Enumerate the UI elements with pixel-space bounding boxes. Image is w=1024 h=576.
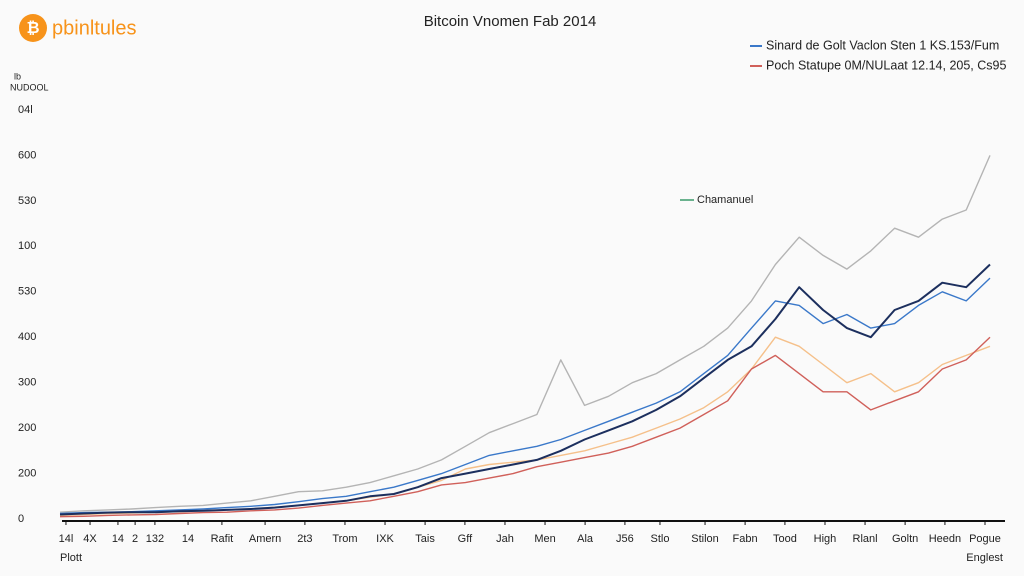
- x-tick-label: Pogue: [969, 533, 1001, 545]
- y-tick-label: 530: [18, 195, 36, 207]
- x-tick-label: Rafit: [211, 533, 234, 545]
- y-tick-label: 0: [18, 513, 24, 525]
- x-tick-label: 14: [112, 533, 124, 545]
- x-tick-label: Men: [534, 533, 555, 545]
- x-tick-label: Trom: [332, 533, 357, 545]
- logo-icon: ₿: [26, 19, 39, 37]
- x-tick-label: 2: [132, 533, 138, 545]
- x-tick-label: Tais: [415, 533, 435, 545]
- x-tick-label: 2t3: [297, 533, 312, 545]
- y-tick-label: 600: [18, 149, 36, 161]
- legend-label: Sinard de Golt Vaclon Sten 1 KS.153/Fum: [766, 38, 999, 52]
- y-tick-label: 200: [18, 467, 36, 479]
- x-tick-label: 4X: [83, 533, 97, 545]
- y-tick-label: 300: [18, 377, 36, 389]
- series-line: [59, 336, 991, 518]
- y-unit: lb: [14, 71, 21, 81]
- x-tick-label: Ala: [577, 533, 594, 545]
- legend-label: Poch Statupe 0M/NULaat 12.14, 205, Cs95: [766, 58, 1006, 72]
- y-axis-label: NUDOOL: [10, 82, 49, 92]
- logo-badge: [19, 14, 47, 42]
- series-line: [59, 277, 991, 515]
- logo-text: pbinltules: [52, 17, 137, 39]
- x-tick-label: Stlo: [650, 533, 669, 545]
- x-tick-label: 14l: [59, 533, 74, 545]
- series-line: [59, 155, 991, 513]
- y-tick-label: 200: [18, 422, 36, 434]
- x-tick-label: Stilon: [691, 533, 719, 545]
- y-tick-label: 04l: [18, 104, 33, 116]
- x-tick-label: 14: [182, 533, 194, 545]
- annotation: Chamanuel: [697, 194, 753, 206]
- x-tick-label: Heedn: [929, 533, 961, 545]
- x-tick-label: Goltn: [892, 533, 918, 545]
- x-tick-label: Amern: [249, 533, 281, 545]
- x-tick-label: IXK: [376, 533, 394, 545]
- y-tick-label: 400: [18, 331, 36, 343]
- x-tick-label: Jah: [496, 533, 514, 545]
- x-label-right: Englest: [966, 552, 1003, 564]
- x-label-left: Plott: [60, 552, 82, 564]
- x-tick-label: J56: [616, 533, 634, 545]
- x-tick-label: Gff: [458, 533, 473, 545]
- x-tick-label: Fabn: [733, 533, 758, 545]
- chart-title: Bitcoin Vnomen Fab 2014: [424, 13, 597, 30]
- series-line: [59, 263, 991, 516]
- x-tick-label: Rlanl: [853, 533, 878, 545]
- series-line: [59, 336, 991, 517]
- x-tick-label: 132: [146, 533, 164, 545]
- x-tick-label: Tood: [773, 533, 797, 545]
- x-tick-label: High: [814, 533, 837, 545]
- y-tick-label: 100: [18, 240, 36, 252]
- y-tick-label: 530: [18, 286, 36, 298]
